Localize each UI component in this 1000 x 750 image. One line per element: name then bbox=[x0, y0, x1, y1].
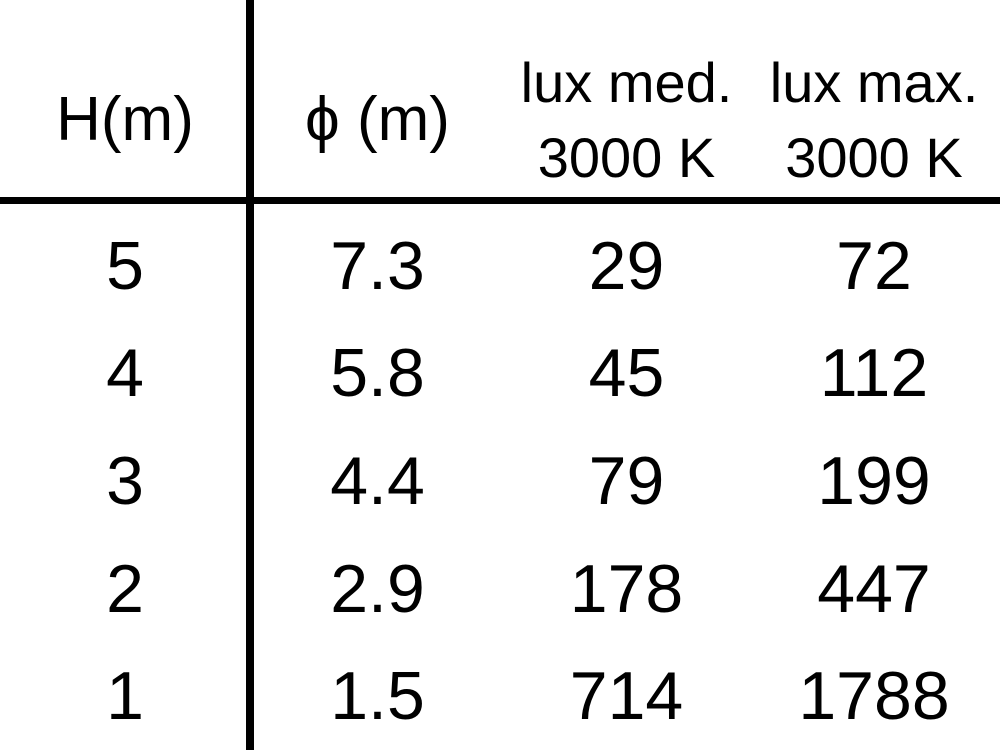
cell-luxmax-row4: 447 bbox=[817, 550, 931, 627]
column-header-diameter: ϕ (m) bbox=[250, 0, 505, 197]
cell-luxmed-row3: 79 bbox=[588, 442, 665, 519]
column-header-lux-max-line2: 3000 K bbox=[785, 125, 963, 189]
column-header-lux-max: lux max. 3000 K bbox=[748, 0, 1000, 197]
cell-luxmed-row5: 714 bbox=[569, 658, 684, 735]
cell-luxmax-row3: 199 bbox=[817, 442, 931, 519]
cell-phi-row1: 7.3 bbox=[330, 227, 425, 304]
cell-phi-row3: 4.4 bbox=[330, 442, 425, 519]
table-header-row: H(m) ϕ (m) lux med. 3000 K lux max. 3000… bbox=[0, 0, 1000, 197]
column-header-lux-med: lux med. 3000 K bbox=[505, 0, 748, 197]
column-header-lux-med-line2: 3000 K bbox=[537, 125, 716, 189]
column-header-lux-max-line1: lux max. bbox=[769, 50, 979, 114]
cell-h-row2: 4 bbox=[106, 335, 144, 412]
cell-h-row1: 5 bbox=[106, 227, 144, 304]
cell-luxmax-row2: 112 bbox=[819, 335, 929, 412]
cell-luxmax-row5: 1788 bbox=[798, 658, 950, 735]
cell-h-row3: 3 bbox=[106, 442, 144, 519]
cell-luxmed-row4: 178 bbox=[569, 550, 684, 627]
header-divider-rule bbox=[0, 197, 1000, 204]
cell-h-row5: 1 bbox=[106, 658, 144, 735]
cell-luxmed-row1: 29 bbox=[588, 227, 665, 304]
vertical-rule bbox=[246, 0, 254, 750]
column-header-height: H(m) bbox=[0, 0, 250, 197]
cell-luxmed-row2: 45 bbox=[588, 335, 665, 412]
cell-phi-row5: 1.5 bbox=[330, 658, 425, 735]
column-header-height-label: H(m) bbox=[56, 84, 194, 154]
cell-phi-row2: 5.8 bbox=[330, 335, 425, 412]
column-header-lux-med-line1: lux med. bbox=[520, 50, 733, 114]
cell-luxmax-row1: 72 bbox=[836, 227, 912, 304]
cell-h-row4: 2 bbox=[106, 550, 144, 627]
column-header-diameter-label: ϕ (m) bbox=[305, 84, 450, 154]
table-body: 5 7.3 29 72 4 5.8 45 112 3 4.4 79 199 2 … bbox=[0, 204, 1000, 750]
cell-phi-row4: 2.9 bbox=[330, 550, 425, 627]
